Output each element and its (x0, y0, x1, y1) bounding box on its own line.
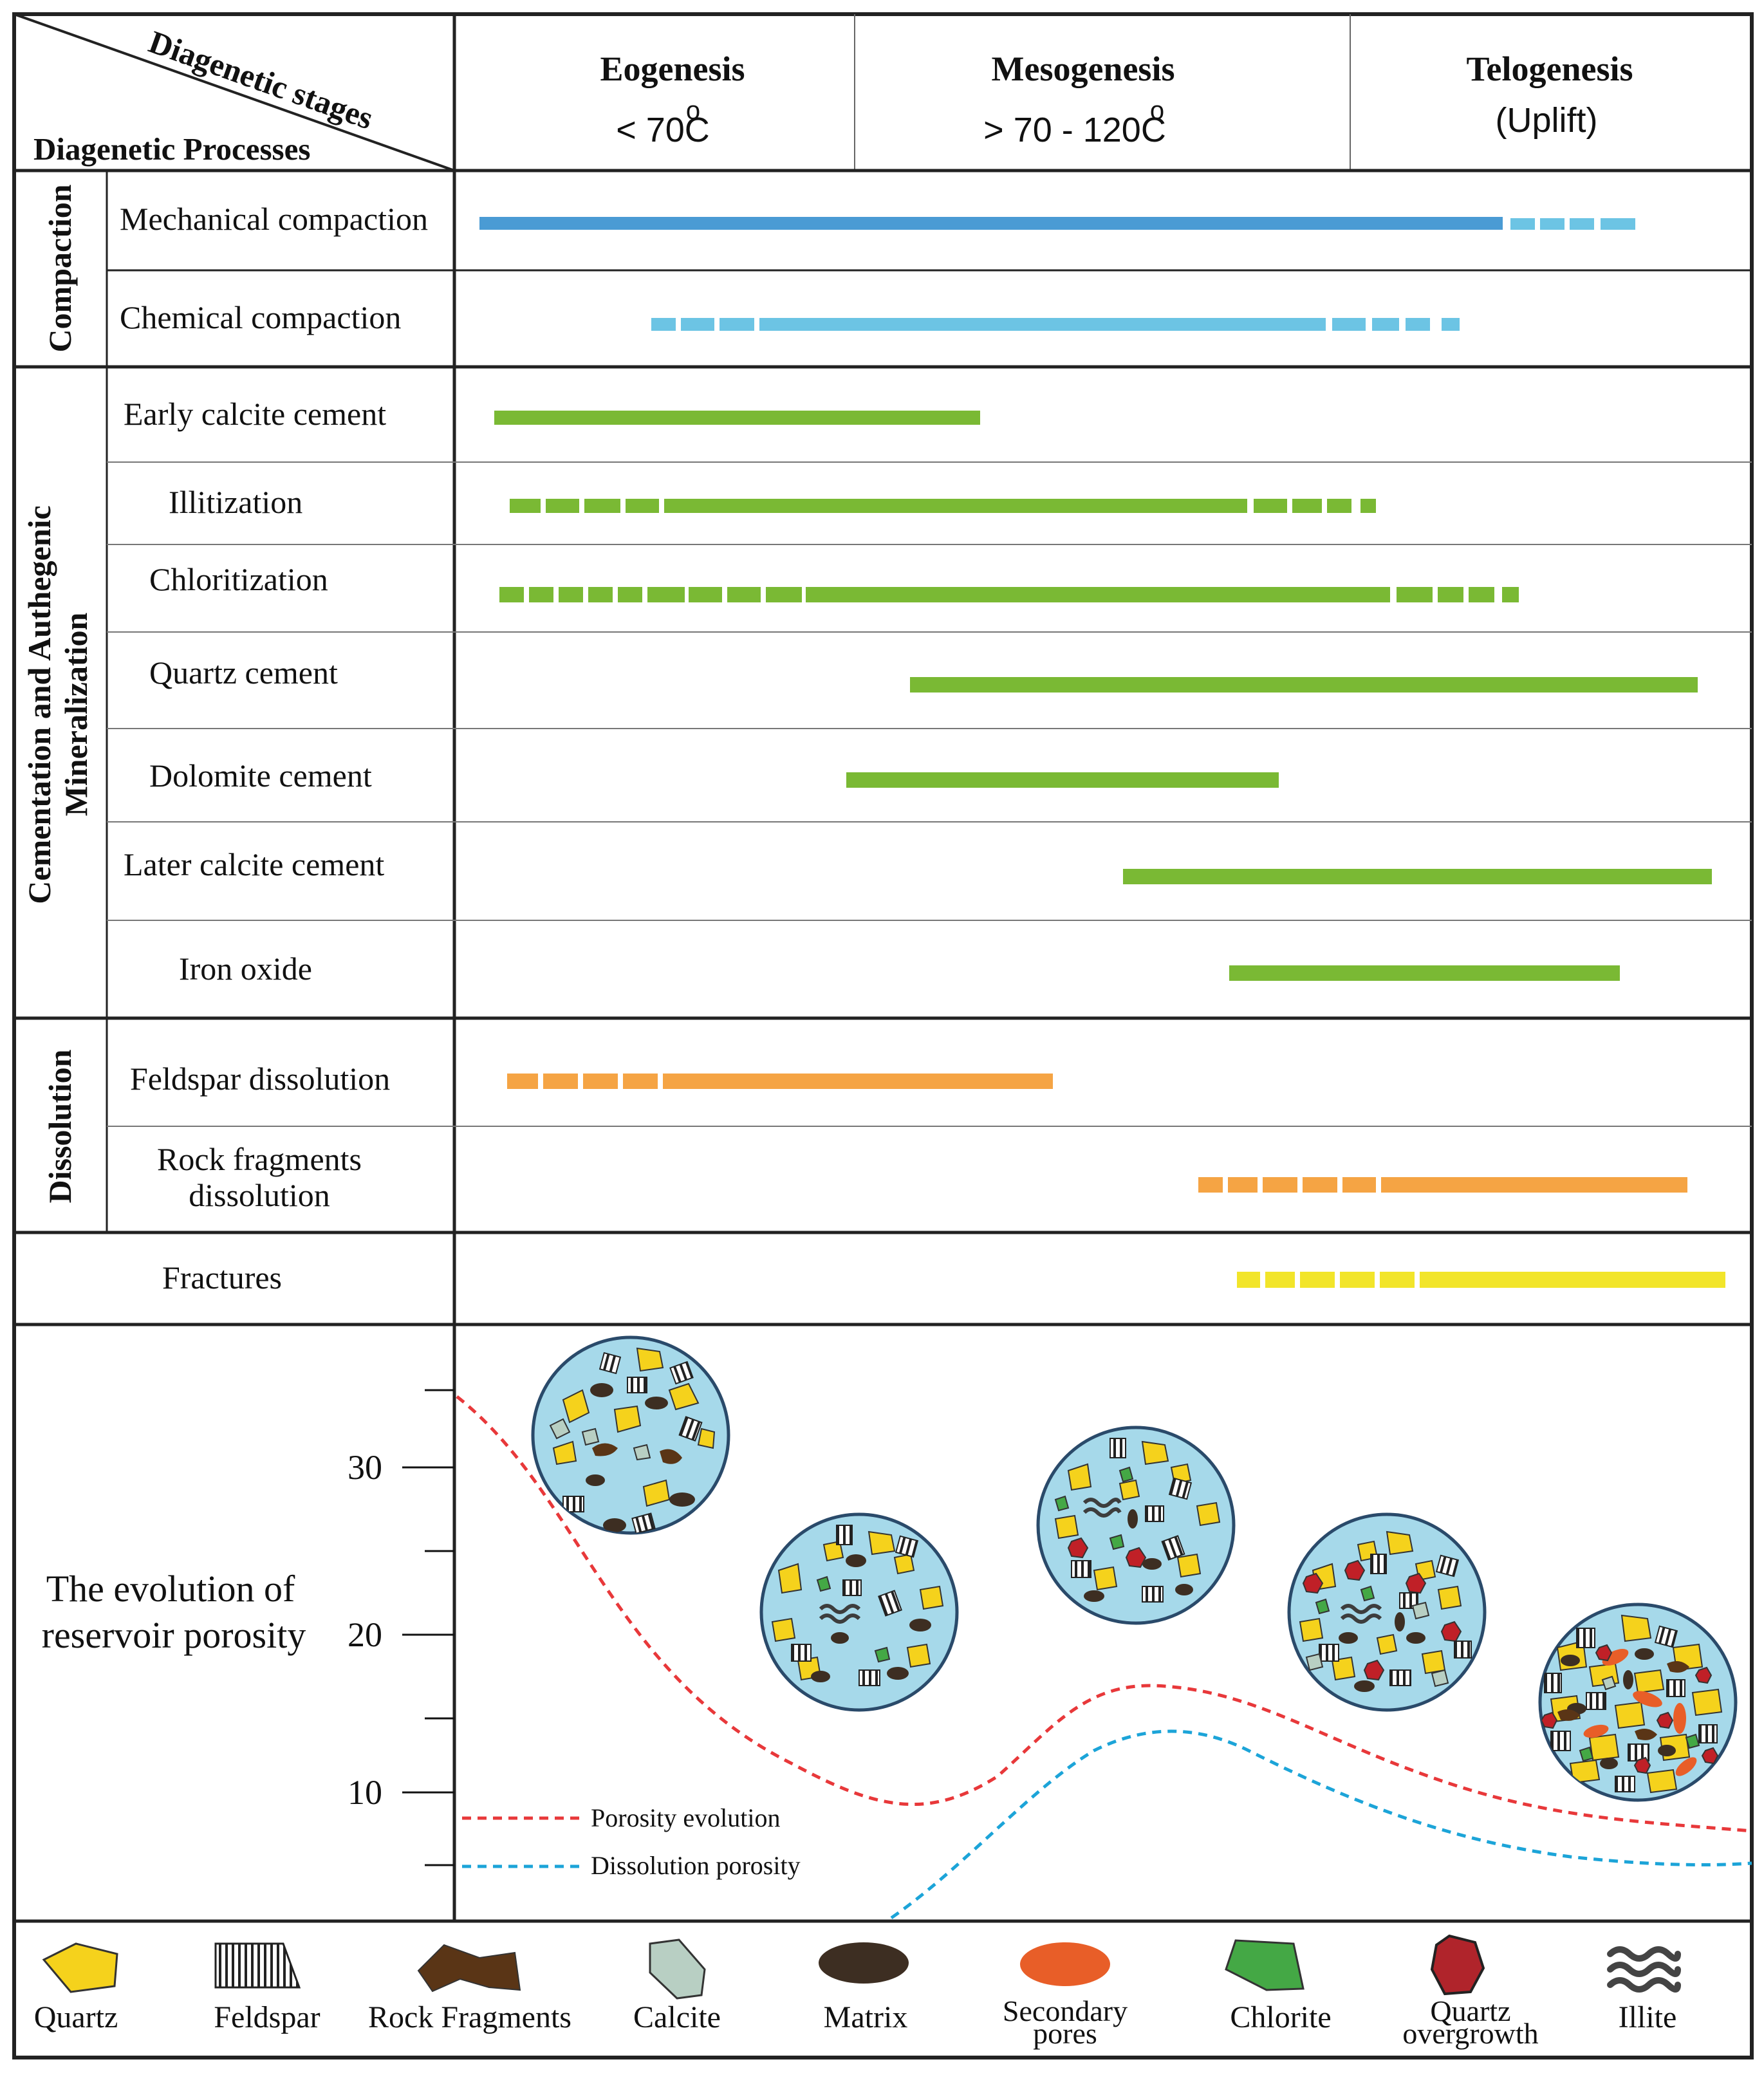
process-iron-oxide: Iron oxide (179, 951, 312, 987)
secondary-pore-icon (1020, 1942, 1110, 1986)
legend-calcite: Calcite (633, 2000, 721, 2034)
group-compaction: Compaction (42, 184, 78, 352)
bar-feldspar-dissolution (507, 1074, 1053, 1089)
legend-quartz-overgrowth-line2: overgrowth (1402, 2017, 1538, 2050)
legend-dissolution-porosity: Dissolution porosity (591, 1851, 801, 1880)
stage-mesogenesis-temp: > 70 - 120C (983, 111, 1166, 149)
process-rock-fragments-dissolution: dissolution (189, 1177, 330, 1213)
chlorite-icon (1225, 1939, 1304, 1991)
legend-illite: Illite (1619, 2000, 1677, 2034)
bar-early-calcite (494, 411, 980, 425)
bar-chemical-compaction (651, 318, 1460, 331)
process-early-calcite: Early calcite cement (124, 396, 386, 432)
bar-later-calcite (1123, 869, 1712, 884)
porosity-axis (402, 1389, 454, 1866)
group-cementation-line1: Cementation and Authegenic (21, 505, 57, 904)
process-quartz-cement: Quartz cement (149, 655, 338, 691)
legend-chlorite: Chlorite (1230, 2000, 1331, 2034)
stage-eogenesis-name: Eogenesis (600, 50, 745, 88)
legend-secondary-pores-line1: Secondary (1003, 1994, 1128, 2027)
process-rock-fragments-dissolution: Rock fragments (157, 1141, 362, 1177)
matrix-icon (819, 1942, 909, 1984)
tick-label-10: 10 (348, 1773, 382, 1812)
process-chemical-compaction: Chemical compaction (120, 299, 401, 335)
bar-iron-oxide (1229, 965, 1620, 981)
process-fractures: Fractures (162, 1260, 282, 1296)
legend-secondary-pores-line2: pores (1033, 2017, 1097, 2050)
group-labels: Compaction Cementation and Authegenic Mi… (21, 184, 94, 1203)
table-grid (12, 12, 1754, 2059)
process-feldspar-dissolution: Feldspar dissolution (130, 1061, 390, 1097)
stage-telogenesis-temp: (Uplift) (1496, 101, 1598, 140)
calcite-icon (649, 1938, 706, 2000)
process-illitization: Illitization (169, 484, 302, 520)
process-dolomite-cement: Dolomite cement (149, 758, 372, 794)
process-labels: Mechanical compaction Chemical compactio… (120, 201, 428, 1296)
porosity-title-line1: The evolution of (46, 1568, 295, 1610)
bar-mechanical-compaction (479, 217, 1635, 230)
tick-label-30: 30 (348, 1448, 382, 1487)
bar-rock-fragments-dissolution (1198, 1177, 1687, 1193)
legend-rock-fragments: Rock Fragments (368, 2000, 571, 2034)
tick-label-20: 20 (348, 1615, 382, 1654)
feldspar-icon (214, 1942, 301, 1989)
grain-circle-3 (1036, 1426, 1236, 1625)
process-chloritization: Chloritization (149, 561, 328, 597)
dissolution-porosity-curve (890, 1729, 1752, 1920)
grain-circle-4 (1287, 1512, 1487, 1712)
timeline-bars (479, 217, 1725, 1288)
legend-feldspar: Feldspar (214, 2000, 320, 2034)
bar-quartz-cement (910, 677, 1698, 693)
quartz-icon (42, 1942, 118, 1993)
stage-mesogenesis-name: Mesogenesis (992, 50, 1175, 88)
grain-circle-2 (759, 1512, 959, 1712)
mineral-legend: Quartz Feldspar Rock Fragments Calcite M… (34, 1934, 1681, 2050)
bar-dolomite-cement (846, 772, 1279, 788)
legend-quartz-overgrowth-line1: Quartz (1430, 1994, 1510, 2027)
stages-label: Diagenetic stages (144, 23, 378, 136)
bar-chloritization (499, 587, 1519, 602)
legend-quartz: Quartz (34, 2000, 118, 2034)
process-mechanical-compaction: Mechanical compaction (120, 201, 428, 237)
bar-fractures (1237, 1272, 1725, 1288)
illite-icon (1607, 1946, 1681, 1993)
grain-circle-5 (1538, 1603, 1738, 1802)
stage-telogenesis-name: Telogenesis (1466, 50, 1633, 88)
degree-symbol: o (686, 97, 700, 125)
quartz-overgrowth-icon (1430, 1934, 1485, 1996)
grain-circle-1 (531, 1335, 730, 1535)
processes-label: Diagenetic Processes (33, 131, 310, 167)
legend-matrix: Matrix (824, 2000, 908, 2034)
process-later-calcite: Later calcite cement (124, 846, 384, 882)
stage-eogenesis-temp: < 70C (616, 111, 710, 149)
bar-illitization (510, 499, 1376, 513)
group-dissolution: Dissolution (42, 1049, 78, 1203)
porosity-title-line2: reservoir porosity (42, 1614, 306, 1656)
degree-symbol: o (1150, 97, 1164, 125)
porosity-evolution-curve (456, 1395, 1752, 1833)
header: Diagenetic stages Diagenetic Processes E… (33, 23, 1633, 167)
legend-porosity-evolution: Porosity evolution (591, 1803, 780, 1832)
group-cementation-line2: Mineralization (58, 613, 94, 817)
rock-fragment-icon (417, 1944, 521, 1993)
